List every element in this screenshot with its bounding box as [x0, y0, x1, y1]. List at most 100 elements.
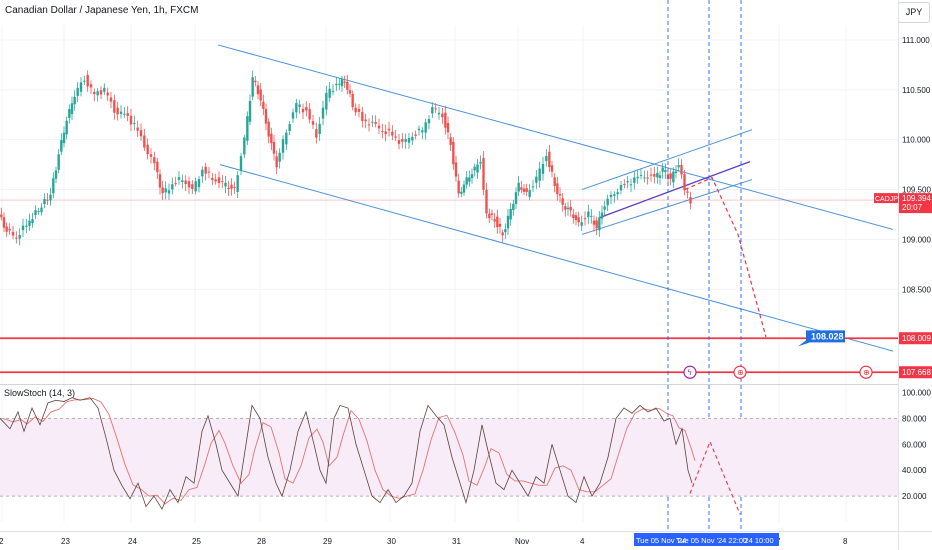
- candle-body: [348, 90, 352, 94]
- candle-body: [278, 152, 281, 162]
- candle-body: [619, 185, 623, 191]
- candle-body: [479, 161, 482, 164]
- chart-title: Canadian Dollar / Japanese Yen, 1h, FXCM: [5, 5, 199, 16]
- price-tick-label: 109.000: [902, 235, 931, 244]
- candle-body: [606, 198, 609, 206]
- candle-body: [340, 79, 344, 87]
- price-tick-label: 108.500: [902, 285, 931, 294]
- candle-body: [454, 162, 458, 177]
- candle-body: [308, 109, 311, 120]
- candle-body: [217, 177, 221, 184]
- time-tick-label: 29: [323, 537, 332, 546]
- candle-body: [328, 88, 331, 98]
- candle-body: [357, 108, 361, 112]
- candle-body: [167, 190, 171, 194]
- channel-line-upper: [217, 44, 894, 230]
- candle-body: [25, 225, 28, 227]
- candle-body: [528, 190, 531, 197]
- candle-body: [21, 225, 25, 231]
- candle-body: [83, 80, 86, 82]
- candle-body: [680, 164, 683, 175]
- candle-body: [424, 122, 427, 133]
- time-marker-label: Tue 05 Nov '24 22:00: [676, 536, 747, 545]
- candle-body: [468, 177, 471, 182]
- candle-body: [509, 209, 512, 220]
- stoch-forecast-path: [689, 440, 741, 515]
- candle-body: [70, 103, 74, 115]
- candle-body: [649, 174, 653, 176]
- candle-body: [171, 184, 174, 190]
- candle-body: [364, 119, 367, 122]
- candle-body: [381, 131, 384, 133]
- candle-body: [49, 194, 52, 201]
- candle-body: [548, 151, 551, 168]
- candle-body: [103, 87, 106, 92]
- forecast-path: [684, 176, 767, 338]
- candle-body: [444, 112, 447, 128]
- candle-body: [248, 101, 252, 122]
- candle-body: [0, 214, 3, 218]
- candle-body: [414, 134, 417, 136]
- candle-body: [343, 81, 346, 83]
- candle-body: [517, 182, 520, 192]
- candle-body: [288, 124, 291, 132]
- candle-body: [574, 215, 578, 221]
- time-marker-label: Tue 05 Nov '24: [636, 536, 686, 545]
- candle-body: [583, 218, 587, 220]
- candle-body: [609, 194, 613, 198]
- candle-body: [194, 181, 197, 192]
- candle-body: [43, 199, 46, 205]
- time-tick-label: 4: [580, 537, 585, 546]
- candle-body: [96, 91, 99, 96]
- candle-body: [404, 139, 407, 142]
- candle-body: [572, 214, 575, 219]
- candle-body: [8, 228, 11, 231]
- event-marker-glyph: ⊕: [863, 368, 870, 377]
- candle-body: [230, 184, 233, 189]
- candle-body: [354, 107, 357, 113]
- candle-body: [272, 141, 276, 154]
- level-price-tag: [899, 366, 932, 379]
- candle-body: [541, 163, 545, 174]
- candle-body: [490, 213, 494, 215]
- candle-body: [291, 112, 295, 119]
- candle-body: [661, 167, 664, 172]
- candle-body: [545, 156, 548, 162]
- price-tick-label: 111.000: [902, 36, 930, 45]
- candle-body: [158, 174, 162, 188]
- symbol-tag: [874, 193, 898, 204]
- candle-body: [311, 121, 315, 125]
- candle-body: [374, 121, 377, 124]
- candle-body: [338, 83, 341, 85]
- candle-body: [674, 171, 678, 173]
- candle-body: [256, 85, 260, 95]
- candle-body: [616, 192, 619, 195]
- candle-body: [204, 166, 207, 174]
- candle-body: [143, 135, 146, 148]
- candle-body: [592, 220, 596, 225]
- time-tick-label: 8: [843, 537, 848, 546]
- candle-body: [184, 180, 187, 185]
- candle-body: [482, 158, 485, 190]
- candle-body: [187, 181, 191, 188]
- price-tick-label: 110.500: [902, 86, 931, 95]
- candle-body: [535, 176, 538, 183]
- candle-body: [564, 206, 567, 210]
- candle-body: [298, 104, 301, 107]
- time-tick-label: 28: [257, 537, 266, 546]
- candle-body: [377, 125, 381, 129]
- candle-body: [538, 168, 541, 181]
- candle-body: [441, 113, 444, 118]
- candle-body: [470, 174, 474, 179]
- candle-body: [73, 96, 76, 105]
- candle-body: [34, 210, 37, 215]
- candle-body: [52, 178, 55, 194]
- time-tick-label: Nov: [515, 537, 529, 546]
- candle-body: [191, 184, 194, 189]
- candle-body: [394, 136, 397, 138]
- time-marker-label: '24 10:00: [743, 536, 774, 545]
- candle-body: [68, 109, 71, 118]
- candle-body: [672, 171, 675, 183]
- candle-body: [236, 175, 239, 192]
